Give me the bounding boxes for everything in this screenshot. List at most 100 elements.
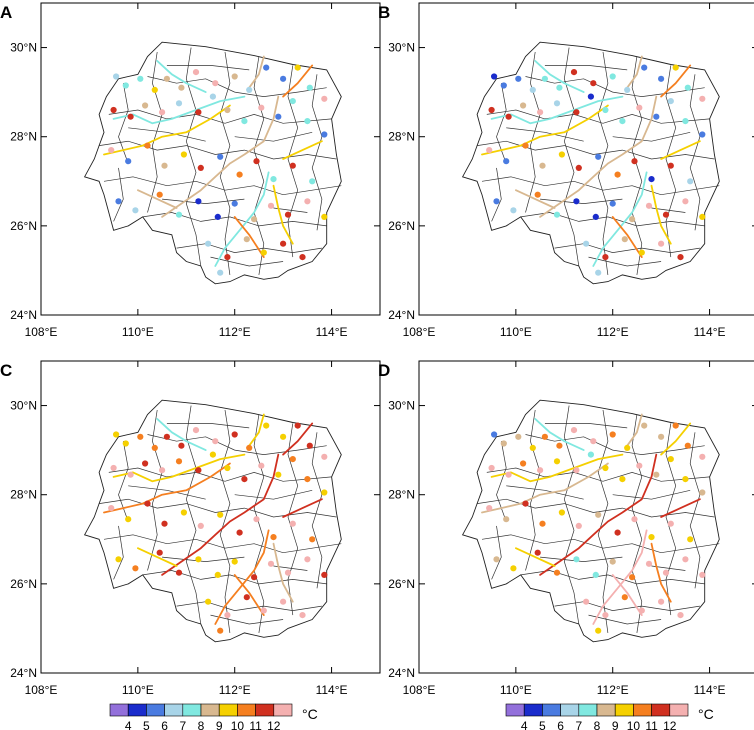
river-segment bbox=[534, 417, 585, 452]
station-marker bbox=[212, 80, 219, 87]
station-marker bbox=[575, 522, 582, 530]
colorbar-swatch bbox=[560, 703, 580, 717]
lon-tick-label: 112°E bbox=[219, 683, 251, 697]
colorbar-label: 7 bbox=[575, 719, 582, 730]
lat-tick-label: 30°N bbox=[388, 399, 415, 413]
station-marker bbox=[553, 211, 561, 218]
station-marker bbox=[638, 607, 645, 614]
station-marker bbox=[595, 627, 602, 634]
station-marker bbox=[592, 571, 599, 579]
station-marker bbox=[699, 95, 706, 102]
river-segment bbox=[481, 462, 609, 514]
station-marker bbox=[289, 98, 296, 105]
station-marker bbox=[275, 113, 282, 120]
river-segment bbox=[660, 422, 692, 456]
lon-tick-label: 110°E bbox=[122, 683, 154, 697]
station-marker bbox=[682, 118, 689, 125]
station-marker bbox=[505, 471, 512, 478]
station-marker bbox=[212, 438, 219, 445]
station-marker bbox=[677, 254, 684, 261]
county-boundary bbox=[631, 56, 643, 275]
province-outline bbox=[83, 399, 342, 643]
lat-tick-label: 24°N bbox=[388, 308, 415, 322]
lat-tick-label: 26°N bbox=[10, 577, 37, 591]
station-marker bbox=[113, 431, 120, 438]
station-marker bbox=[178, 442, 185, 449]
station-marker bbox=[137, 75, 144, 82]
station-marker bbox=[609, 558, 616, 565]
lon-tick-label: 110°E bbox=[500, 325, 532, 339]
station-marker bbox=[306, 442, 313, 449]
station-marker bbox=[151, 86, 158, 93]
station-marker bbox=[321, 213, 328, 220]
station-marker bbox=[289, 162, 296, 169]
lat-tick-label: 28°N bbox=[10, 488, 37, 502]
colorbar-label: 9 bbox=[216, 719, 223, 730]
station-marker bbox=[267, 202, 275, 209]
county-boundary bbox=[689, 74, 701, 231]
station-marker bbox=[241, 476, 248, 483]
river-segment bbox=[539, 453, 658, 576]
station-marker bbox=[687, 536, 694, 543]
station-marker bbox=[304, 476, 311, 483]
county-boundary bbox=[525, 76, 705, 97]
station-marker bbox=[270, 176, 277, 183]
county-boundary bbox=[142, 212, 327, 227]
station-marker bbox=[178, 84, 185, 91]
station-marker bbox=[583, 598, 590, 605]
station-marker bbox=[253, 158, 260, 165]
county-boundary bbox=[477, 498, 715, 518]
lon-tick-label: 114°E bbox=[316, 325, 348, 339]
station-marker bbox=[629, 574, 636, 581]
station-marker bbox=[280, 240, 287, 247]
river-segment bbox=[136, 547, 178, 567]
station-marker bbox=[289, 520, 296, 527]
county-boundary bbox=[311, 432, 323, 589]
station-marker bbox=[667, 98, 674, 105]
station-marker bbox=[217, 153, 224, 160]
station-marker bbox=[125, 158, 132, 165]
lat-tick-label: 24°N bbox=[10, 308, 37, 322]
station-marker bbox=[151, 444, 158, 451]
station-marker bbox=[309, 178, 316, 185]
station-marker bbox=[619, 118, 626, 125]
station-marker bbox=[682, 476, 689, 483]
station-marker bbox=[503, 158, 510, 165]
county-boundary bbox=[113, 525, 124, 580]
station-marker bbox=[641, 64, 648, 71]
colorbar-swatch bbox=[523, 703, 543, 717]
station-marker bbox=[573, 198, 580, 205]
station-marker bbox=[558, 151, 566, 158]
lon-tick-label: 108°E bbox=[403, 325, 436, 339]
county-boundary bbox=[665, 423, 677, 616]
county-boundary bbox=[665, 65, 677, 258]
station-marker bbox=[108, 505, 115, 512]
station-marker bbox=[214, 213, 221, 220]
colorbar-unit: °C bbox=[302, 706, 318, 722]
colorbar-swatch bbox=[182, 703, 202, 717]
station-marker bbox=[658, 240, 665, 247]
station-marker bbox=[217, 627, 224, 634]
station-marker bbox=[195, 198, 202, 205]
river-segment bbox=[282, 498, 323, 518]
river-segment bbox=[611, 574, 643, 616]
station-marker bbox=[500, 82, 507, 89]
station-marker bbox=[488, 464, 495, 472]
station-marker bbox=[142, 460, 149, 467]
station-marker bbox=[289, 456, 296, 463]
station-marker bbox=[270, 534, 277, 541]
station-marker bbox=[575, 164, 582, 171]
county-boundary bbox=[554, 243, 700, 253]
colorbar-swatch bbox=[146, 703, 165, 717]
station-marker bbox=[231, 200, 238, 207]
river-segment bbox=[112, 95, 246, 125]
colorbar-label: 12 bbox=[663, 719, 677, 730]
station-marker bbox=[684, 84, 691, 91]
station-marker bbox=[243, 236, 250, 243]
county-boundary bbox=[166, 423, 250, 429]
station-marker bbox=[587, 451, 595, 458]
lat-tick-label: 28°N bbox=[388, 488, 415, 502]
station-marker bbox=[658, 433, 665, 440]
station-marker bbox=[583, 240, 590, 247]
station-marker bbox=[251, 216, 258, 223]
